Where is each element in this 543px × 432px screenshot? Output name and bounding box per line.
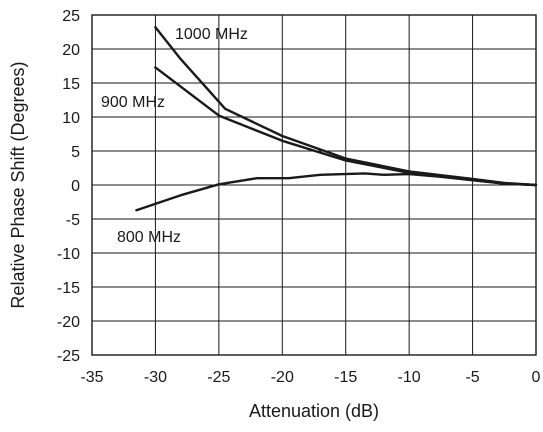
x-axis-label: Attenuation (dB) xyxy=(249,401,379,421)
x-tick-label: -15 xyxy=(334,369,357,386)
plot-frame xyxy=(91,14,537,356)
y-tick-label: 5 xyxy=(71,144,80,161)
y-tick-label: -20 xyxy=(57,314,80,331)
x-tick-label: -5 xyxy=(465,369,479,386)
y-tick-label: 0 xyxy=(71,178,80,195)
y-tick-label: -25 xyxy=(57,348,80,365)
series-lines xyxy=(135,26,538,212)
y-tick-label: 10 xyxy=(62,110,80,127)
series-label-800mhz: 800 MHz xyxy=(117,229,181,246)
series-label-900mhz: 900 MHz xyxy=(101,94,165,111)
x-tick-label: -25 xyxy=(207,369,230,386)
y-tick-label: -5 xyxy=(66,212,80,229)
y-tick-label: -15 xyxy=(57,280,80,297)
x-tick-label: -35 xyxy=(80,369,103,386)
y-tick-label: 15 xyxy=(62,76,80,93)
y-tick-label: 25 xyxy=(62,8,80,25)
x-tick-label: -30 xyxy=(144,369,167,386)
y-tick-label: 20 xyxy=(62,42,80,59)
y-axis-label: Relative Phase Shift (Degrees) xyxy=(8,61,28,308)
x-tick-label: 0 xyxy=(532,369,541,386)
y-tick-label: -10 xyxy=(57,246,80,263)
y-tick-labels: 25 20 15 10 5 0 -5 -10 -15 -20 -25 xyxy=(57,8,80,365)
x-tick-label: -20 xyxy=(271,369,294,386)
series-line-800mhz xyxy=(135,172,538,212)
x-tick-labels: -35 -30 -25 -20 -15 -10 -5 0 xyxy=(80,369,540,386)
x-tick-label: -10 xyxy=(398,369,421,386)
series-label-1000mhz: 1000 MHz xyxy=(175,26,248,43)
grid xyxy=(91,14,537,356)
